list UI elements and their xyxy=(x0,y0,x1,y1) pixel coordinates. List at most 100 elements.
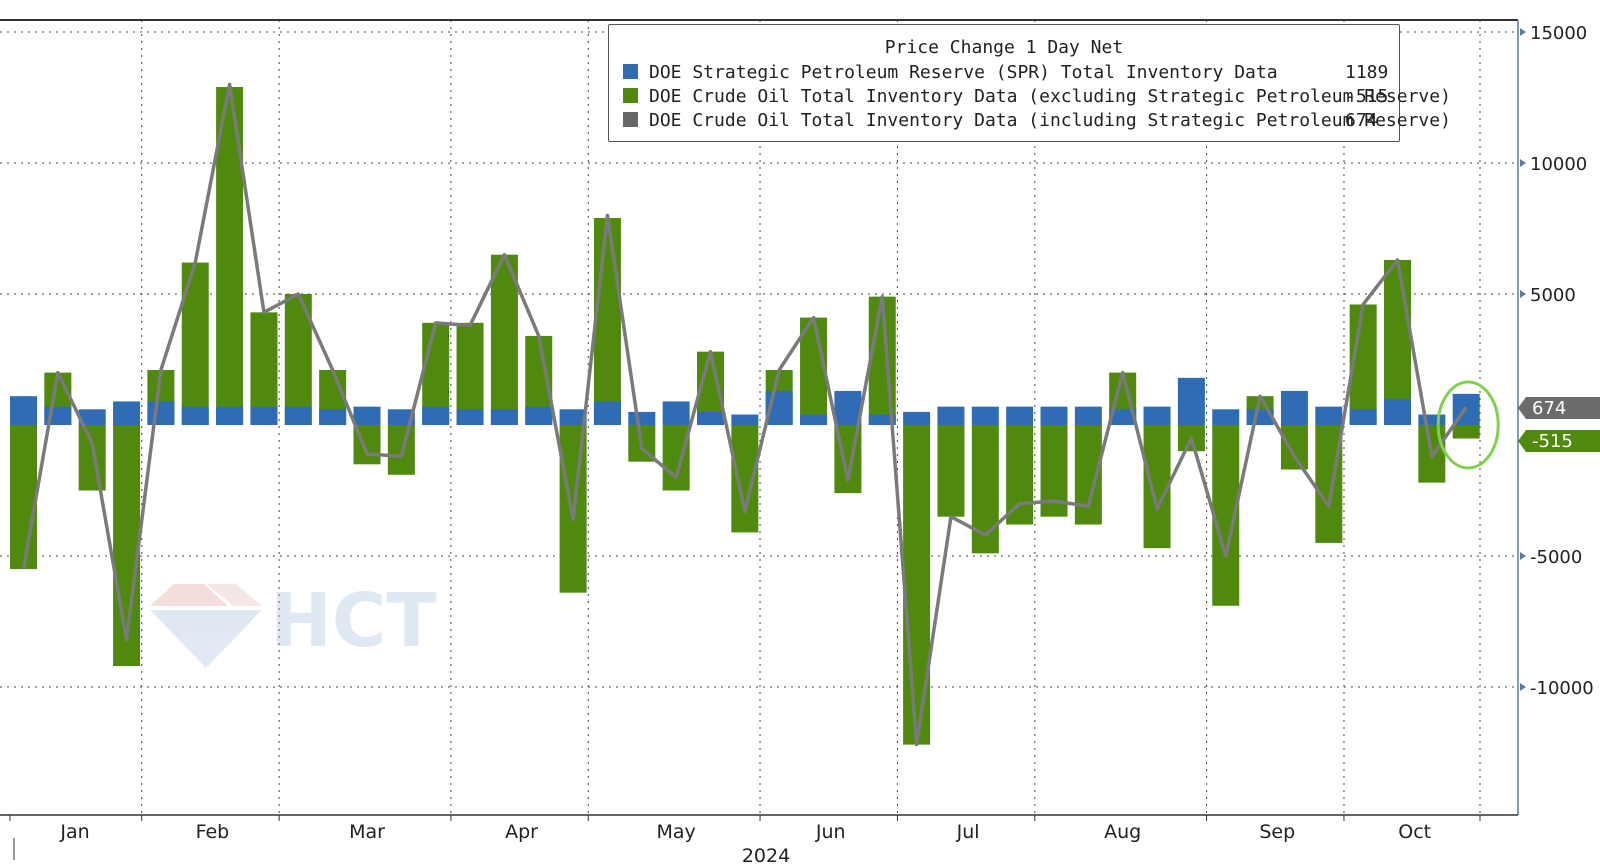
bar-spr xyxy=(1349,409,1377,425)
y-tick-mark xyxy=(1520,683,1526,691)
bar-spr xyxy=(387,409,415,425)
bar-spr xyxy=(868,414,896,425)
bar-spr xyxy=(834,390,862,425)
y-tick-mark xyxy=(1520,159,1526,167)
legend-entry-incl-spr: DOE Crude Oil Total Inventory Data (incl… xyxy=(623,110,1451,132)
highlight-circle xyxy=(1436,380,1500,470)
last-value-label: 674 xyxy=(1532,398,1566,419)
bar-spr xyxy=(800,414,828,425)
bar-spr xyxy=(628,411,656,425)
legend-title: Price Change 1 Day Net xyxy=(884,37,1124,58)
grid-lines xyxy=(0,20,1518,815)
bar-crude-excl-spr xyxy=(113,425,141,667)
bar-spr xyxy=(1315,406,1343,425)
logo-diamond-top-right xyxy=(206,584,262,606)
bar-spr xyxy=(181,406,209,425)
legend: Price Change 1 Day Net DOE Strategic Pet… xyxy=(608,24,1451,142)
bar-crude-excl-spr xyxy=(903,425,931,745)
bar-crude-excl-spr xyxy=(456,322,484,425)
y-tick-label: -10000 xyxy=(1530,678,1594,699)
legend-name-incl-spr: DOE Crude Oil Total Inventory Data (incl… xyxy=(649,110,1451,131)
bar-spr xyxy=(1143,406,1171,425)
bar-spr xyxy=(1177,377,1205,425)
x-month-label: Sep xyxy=(1259,821,1295,843)
bar-spr xyxy=(593,401,621,425)
bar-spr xyxy=(113,401,141,425)
logo-wordmark: HCT xyxy=(270,578,437,664)
legend-entry-excl-spr: DOE Crude Oil Total Inventory Data (excl… xyxy=(623,86,1451,108)
legend-value-incl-spr: 674 xyxy=(1345,110,1378,131)
bar-spr xyxy=(937,406,965,425)
bars xyxy=(10,87,1480,745)
x-month-label: Oct xyxy=(1398,821,1431,843)
hct-watermark-logo: HCT xyxy=(150,578,437,668)
bar-spr xyxy=(490,409,518,425)
bar-spr xyxy=(1074,406,1102,425)
bar-spr xyxy=(1040,406,1068,425)
bar-spr xyxy=(422,406,450,425)
x-month-label: Mar xyxy=(349,821,385,843)
bar-crude-excl-spr xyxy=(937,425,965,517)
logo-diamond-top xyxy=(150,584,228,606)
bar-spr xyxy=(731,414,759,425)
y-tick-label: 5000 xyxy=(1530,285,1576,306)
bar-crude-excl-spr xyxy=(10,425,37,570)
axis-labels: 15000 10000 5000 -5000 -10000 Jan Feb Mar Apr May… xyxy=(59,23,1600,867)
legend-value-excl-spr: -515 xyxy=(1345,86,1389,107)
legend-value-spr: 1189 xyxy=(1345,62,1389,83)
x-year-label: 2024 xyxy=(742,845,790,867)
bar-spr xyxy=(1384,398,1411,425)
y-tick-label: 10000 xyxy=(1530,154,1587,175)
y-tick-mark xyxy=(1520,28,1526,36)
legend-name-spr: DOE Strategic Petroleum Reserve (SPR) To… xyxy=(649,62,1278,83)
x-month-label: Jun xyxy=(815,821,846,843)
bar-spr xyxy=(353,406,381,425)
bar-crude-excl-spr xyxy=(593,218,621,425)
bar-crude-excl-spr xyxy=(1452,425,1480,439)
x-month-label: May xyxy=(657,821,696,843)
axes xyxy=(0,19,1526,860)
bar-spr xyxy=(456,409,484,425)
bar-spr xyxy=(284,406,312,425)
x-month-label: Jul xyxy=(956,821,980,843)
bar-spr xyxy=(697,411,724,425)
bar-spr xyxy=(662,401,690,425)
x-month-label: Jan xyxy=(59,821,89,843)
y-tick-label: -5000 xyxy=(1530,547,1582,568)
total-inventory-line xyxy=(21,82,1500,747)
bar-crude-excl-spr xyxy=(662,425,690,491)
logo-diamond-bottom xyxy=(150,610,262,668)
bar-spr xyxy=(559,409,587,425)
bar-spr xyxy=(1006,406,1034,425)
y-tick-mark xyxy=(1520,552,1526,560)
last-value-tag xyxy=(1518,397,1600,419)
bar-spr xyxy=(971,406,999,425)
legend-name-excl-spr: DOE Crude Oil Total Inventory Data (excl… xyxy=(649,86,1451,107)
y-tick-label: 15000 xyxy=(1530,23,1587,44)
bar-spr xyxy=(1109,409,1137,425)
legend-swatch-excl-spr xyxy=(623,88,638,103)
y-tick-mark xyxy=(1520,290,1526,298)
bar-spr xyxy=(216,406,244,425)
bar-spr xyxy=(319,409,347,425)
bar-crude-excl-spr xyxy=(1006,425,1034,525)
bar-crude-excl-spr xyxy=(800,317,828,425)
legend-entry-spr: DOE Strategic Petroleum Reserve (SPR) To… xyxy=(623,62,1389,84)
bar-spr xyxy=(1418,414,1446,425)
x-month-label: Apr xyxy=(505,821,538,843)
legend-swatch-incl-spr xyxy=(623,112,638,127)
bar-crude-excl-spr xyxy=(1384,259,1411,425)
bar-crude-excl-spr xyxy=(78,425,106,491)
bar-spr xyxy=(250,406,278,425)
bar-spr xyxy=(78,409,106,425)
bar-spr xyxy=(903,411,931,425)
legend-swatch-spr xyxy=(623,64,638,79)
x-month-label: Aug xyxy=(1104,821,1141,843)
last-value-label: -515 xyxy=(1532,431,1573,452)
bar-spr xyxy=(1212,409,1240,425)
bar-spr xyxy=(1280,390,1308,425)
bar-spr xyxy=(525,406,553,425)
bar-crude-excl-spr xyxy=(250,312,278,425)
bar-crude-excl-spr xyxy=(490,254,518,425)
